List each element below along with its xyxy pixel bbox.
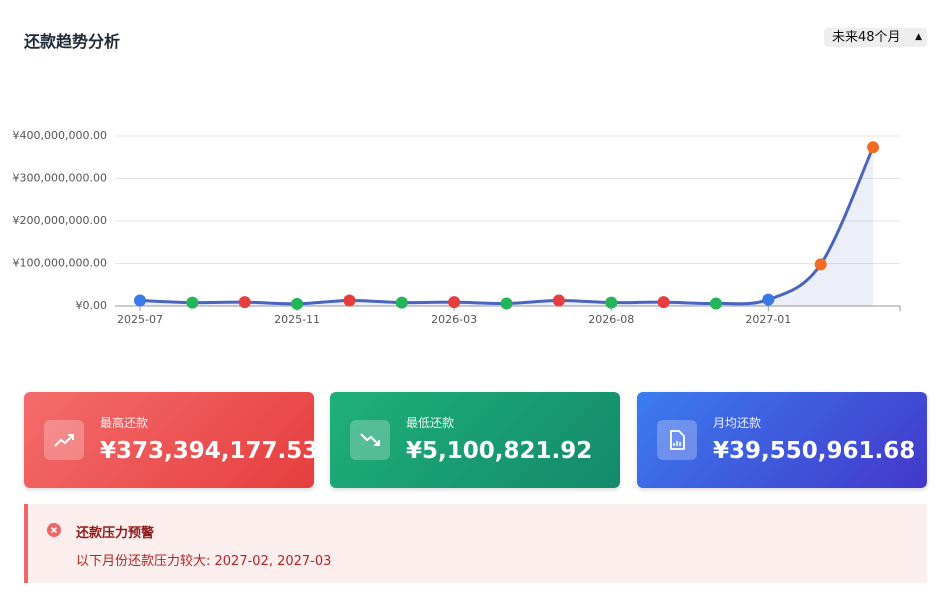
point — [238, 296, 251, 309]
card-value: ¥373,394,177.53 — [100, 438, 319, 464]
area — [140, 147, 874, 306]
select-arrow: ▲ — [915, 32, 922, 42]
y-tick-label: ¥0.00 — [76, 299, 108, 312]
alert-title: 还款压力预警 — [76, 526, 155, 541]
card-value: ¥39,550,961.68 — [713, 438, 916, 464]
card-max: 最高还款 ¥373,394,177.53 — [24, 392, 318, 488]
select-text: 未来48个月 — [832, 30, 901, 45]
alert: 还款压力预警 以下月份还款压力较大: 2027-02, 2027-03 — [24, 504, 927, 583]
y-tick-label: ¥200,000,000.00 — [13, 214, 107, 227]
alert-icon — [47, 523, 61, 537]
line — [139, 146, 875, 306]
y-tick-label: ¥100,000,000.00 — [13, 257, 107, 270]
point — [552, 294, 565, 307]
range-select[interactable]: 未来48个月 ▲ — [824, 28, 927, 47]
x-tick-label: 2025-11 — [274, 313, 320, 326]
card-icon — [350, 420, 390, 460]
card-icon — [657, 420, 697, 460]
point — [134, 294, 146, 307]
card-label: 最高还款 — [100, 416, 149, 430]
point — [291, 297, 304, 310]
x-tick-label: 2026-08 — [588, 313, 634, 326]
y-tick-label: ¥300,000,000.00 — [13, 172, 107, 185]
chart: ¥0.00 ¥100,000,000.00 ¥200,000,000.00 ¥300,… — [13, 129, 901, 326]
x-tick-label: 2027-01 — [745, 313, 791, 326]
point — [343, 294, 356, 307]
y-tick-label: ¥400,000,000.00 — [13, 129, 107, 142]
point — [500, 297, 513, 310]
page-title: 还款趋势分析 — [24, 32, 121, 51]
card-min: 最低还款 ¥5,100,821.92 — [330, 392, 620, 488]
card-value: ¥5,100,821.92 — [406, 438, 593, 464]
point — [867, 141, 880, 154]
point — [814, 258, 827, 271]
card-icon — [44, 420, 84, 460]
point — [186, 296, 199, 309]
card-label: 月均还款 — [713, 416, 762, 430]
x-tick-label: 2026-03 — [431, 313, 477, 326]
point — [657, 296, 670, 309]
point — [395, 296, 408, 309]
card-label: 最低还款 — [406, 416, 455, 430]
x-tick-label: 2025-07 — [117, 313, 163, 326]
alert-message: 以下月份还款压力较大: 2027-02, 2027-03 — [76, 554, 332, 569]
card-avg: 月均还款 ¥39,550,961.68 — [637, 392, 927, 488]
point — [709, 297, 722, 310]
point — [448, 296, 461, 309]
point — [605, 296, 618, 309]
point — [762, 293, 775, 306]
